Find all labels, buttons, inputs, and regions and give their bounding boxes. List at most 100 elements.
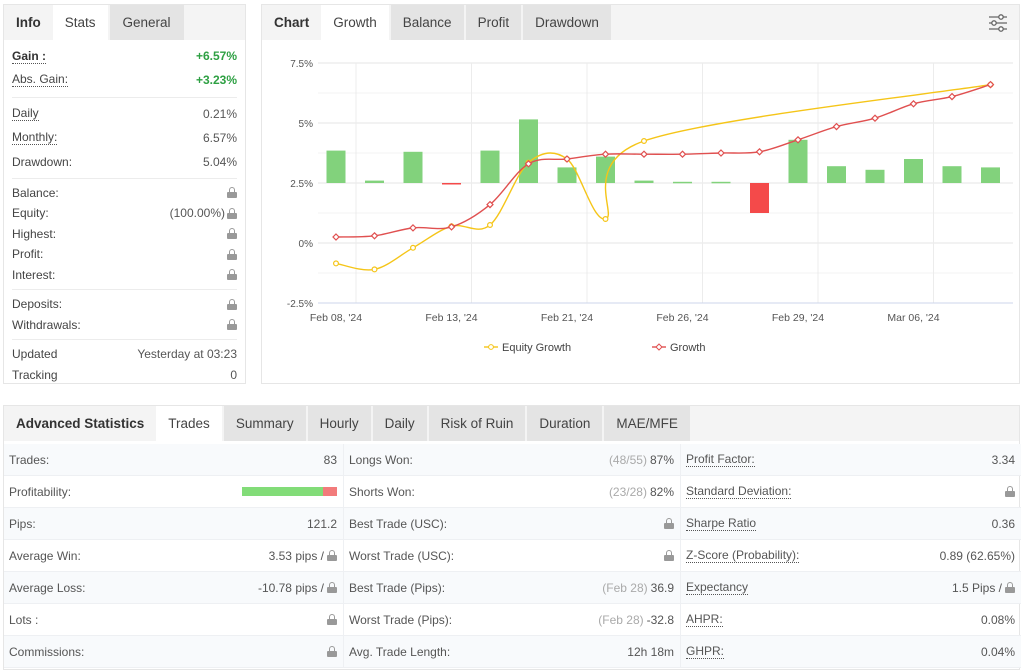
z-score-probability-label[interactable]: Z-Score (Probability):	[686, 548, 800, 563]
tab-stats[interactable]: Stats	[52, 5, 108, 40]
equity-value: (100.00%)	[169, 206, 225, 221]
interest-label: Interest:	[12, 267, 56, 282]
stat-longs-won: Longs Won: (48/55) 87%	[343, 444, 680, 476]
tab-balance[interactable]: Balance	[390, 5, 464, 40]
tab-profit[interactable]: Profit	[465, 5, 522, 40]
expectancy-value: 1.5 Pips /	[951, 580, 1002, 595]
balance-label: Balance:	[12, 185, 59, 200]
updated-row: Updated Yesterday at 03:23	[4, 344, 245, 365]
shorts-won-value-group: (23/28) 82%	[609, 485, 674, 499]
tab-daily[interactable]: Daily	[372, 406, 427, 441]
growth-point	[832, 122, 841, 131]
stat-ahpr: AHPR: 0.08%	[680, 604, 1021, 636]
profit-label: Profit:	[12, 247, 44, 262]
tab-mae-mfe[interactable]: MAE/MFE	[604, 406, 690, 441]
pips-value: 121.2	[306, 516, 337, 531]
withdrawals-row: Withdrawals:	[4, 315, 245, 336]
standard-deviation-label[interactable]: Standard Deviation:	[686, 484, 792, 499]
deposits-row: Deposits:	[4, 294, 245, 315]
ahpr-value: 0.08%	[980, 612, 1015, 627]
profit-factor-value-group: 3.34	[992, 453, 1015, 467]
tab-chart: Chart	[274, 15, 310, 30]
z-score-probability-value: 0.89 (62.65%)	[939, 548, 1015, 563]
y-tick-label: -2.5%	[287, 299, 313, 310]
tab-info[interactable]: Info	[16, 15, 41, 30]
tab-drawdown[interactable]: Drawdown	[523, 5, 611, 40]
legend-marker	[488, 344, 494, 350]
ghpr-label[interactable]: GHPR:	[686, 644, 725, 659]
sharpe-ratio-label[interactable]: Sharpe Ratio	[686, 516, 757, 531]
stat-sharpe-ratio: Sharpe Ratio 0.36	[680, 508, 1021, 540]
bar	[365, 180, 384, 183]
stats-tabs: Info Stats General	[4, 5, 245, 40]
bar	[981, 167, 1000, 183]
tab-trades[interactable]: Trades	[156, 406, 222, 441]
legend-item-equity-growth[interactable]: Equity Growth	[502, 342, 571, 354]
lock-icon	[1005, 486, 1015, 497]
x-tick-label: Mar 06, '24	[887, 312, 939, 324]
commissions-label: Commissions:	[9, 644, 85, 659]
y-tick-label: 5%	[299, 119, 314, 130]
equity-row: Equity: (100.00%)	[4, 203, 245, 224]
daily-row: Daily 0.21%	[4, 102, 245, 126]
x-tick-label: Feb 13, '24	[425, 312, 477, 324]
lock-icon	[327, 646, 337, 657]
worst-trade-pips-label: Worst Trade (Pips):	[349, 612, 453, 627]
x-tick-label: Feb 21, '24	[541, 312, 593, 324]
legend-item-growth[interactable]: Growth	[670, 342, 705, 354]
best-trade-pips-detail: (Feb 28)	[602, 580, 648, 595]
stat-ghpr: GHPR: 0.04%	[680, 636, 1021, 668]
equity-growth-point	[487, 222, 494, 229]
profitability-value-group	[242, 487, 337, 496]
tracking-label: Tracking	[12, 367, 58, 382]
stat-z-score-probability: Z-Score (Probability): 0.89 (62.65%)	[680, 540, 1021, 572]
sliders-icon[interactable]	[987, 12, 1009, 34]
worst-trade-pips-value: -32.8	[646, 612, 674, 627]
trades-label: Trades:	[9, 452, 50, 467]
lock-icon	[227, 207, 237, 219]
average-loss-value-group: -10.78 pips /	[258, 581, 337, 595]
expectancy-label[interactable]: Expectancy	[686, 580, 749, 595]
bar	[827, 166, 846, 183]
growth-point	[640, 150, 648, 159]
longs-won-value-group: (48/55) 87%	[609, 453, 674, 467]
growth-point	[409, 224, 417, 232]
trades-value: 83	[323, 452, 337, 467]
lock-icon	[227, 269, 237, 281]
tab-hourly[interactable]: Hourly	[307, 406, 371, 441]
tab-risk-of-ruin[interactable]: Risk of Ruin	[428, 406, 526, 441]
stat-profitability: Profitability:	[4, 476, 343, 508]
bar	[596, 156, 615, 183]
stat-pips: Pips: 121.2	[4, 508, 343, 540]
growth-point	[986, 80, 995, 89]
equity-growth-point	[602, 216, 609, 223]
gain-label[interactable]: Gain :	[12, 48, 47, 64]
tab-growth[interactable]: Growth	[321, 5, 389, 40]
worst-trade-usc-value-group	[664, 550, 674, 561]
lock-icon	[327, 550, 337, 561]
profitability-won	[242, 487, 324, 496]
avg-trade-length-value-group: 12h 18m	[627, 645, 674, 659]
tab-general[interactable]: General	[109, 5, 184, 40]
lock-icon	[227, 248, 237, 260]
growth-point	[909, 99, 918, 108]
abs-gain-value: +3.23%	[195, 72, 237, 87]
tab-summary[interactable]: Summary	[223, 406, 306, 441]
ahpr-label[interactable]: AHPR:	[686, 612, 723, 627]
growth-chart: 7.5% 5% 2.5% 0% -2.5% Feb 08, '24 Feb 13, '24 F…	[287, 59, 1013, 354]
monthly-label[interactable]: Monthly:	[12, 130, 58, 145]
daily-label[interactable]: Daily	[12, 106, 39, 121]
lock-icon	[664, 518, 674, 529]
tab-duration[interactable]: Duration	[527, 406, 603, 441]
stat-avg-trade-length: Avg. Trade Length: 12h 18m	[343, 636, 680, 668]
divider	[12, 289, 237, 290]
growth-point	[755, 147, 764, 156]
bar	[711, 181, 731, 184]
profit-factor-label[interactable]: Profit Factor:	[686, 452, 755, 467]
average-loss-label: Average Loss:	[9, 580, 86, 595]
average-loss-value: -10.78 pips /	[257, 580, 324, 595]
abs-gain-label[interactable]: Abs. Gain:	[12, 72, 69, 87]
equity-label: Equity:	[12, 206, 49, 221]
trades-stats-grid: Trades: 83 Longs Won: (48/55) 87% Profit Fact…	[4, 444, 1021, 668]
equity-growth-line	[335, 83, 991, 271]
